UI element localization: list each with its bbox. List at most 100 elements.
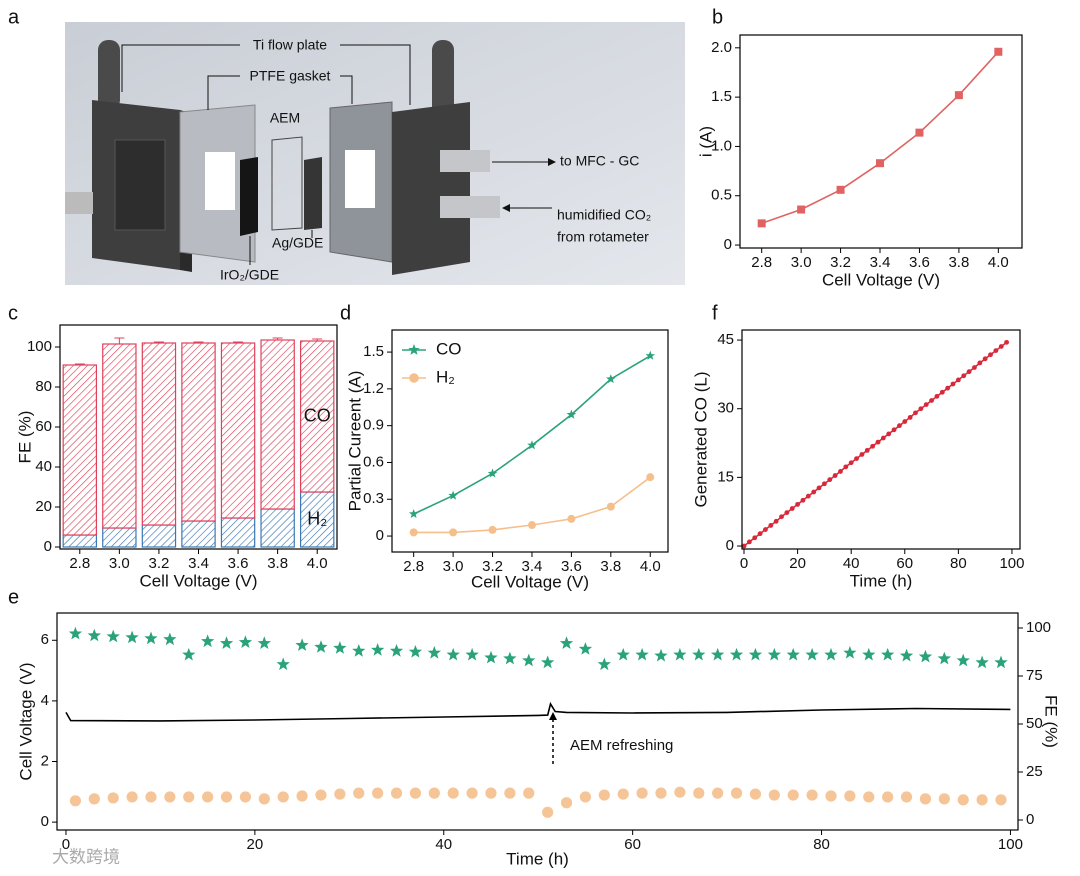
marker bbox=[606, 502, 615, 511]
bar-segment bbox=[299, 340, 335, 493]
x-tick-label: 40 bbox=[435, 836, 452, 853]
fitting bbox=[65, 192, 93, 214]
marker bbox=[972, 365, 977, 370]
y2-tick-label: 25 bbox=[1026, 763, 1043, 780]
x-tick-label: 3.8 bbox=[267, 555, 288, 572]
marker bbox=[827, 477, 833, 483]
marker bbox=[372, 787, 384, 799]
marker bbox=[87, 628, 101, 642]
marker bbox=[900, 791, 913, 803]
marker bbox=[773, 518, 779, 524]
y-tick-label: 0 bbox=[724, 236, 732, 253]
y-tick-label: 2 bbox=[41, 752, 49, 769]
panel-letter: a bbox=[8, 6, 20, 28]
marker bbox=[752, 535, 758, 541]
x-axis-label: Cell Voltage (V) bbox=[139, 571, 257, 590]
marker bbox=[126, 791, 138, 803]
x-tick-label: 4.0 bbox=[640, 558, 661, 575]
x-tick-label: 3.2 bbox=[148, 555, 169, 572]
x-tick-label: 80 bbox=[950, 555, 967, 572]
y-tick-label: 0.9 bbox=[363, 417, 384, 434]
annotation-arrowhead bbox=[549, 712, 557, 720]
marker bbox=[598, 789, 610, 801]
marker bbox=[938, 793, 950, 805]
marker bbox=[466, 787, 478, 799]
marker bbox=[390, 787, 403, 799]
bar-segment bbox=[220, 517, 256, 548]
marker bbox=[838, 469, 843, 474]
annotation: AEM refreshing bbox=[570, 737, 673, 754]
series-label: CO bbox=[304, 405, 331, 425]
diagram-label: Ti flow plate bbox=[253, 37, 327, 53]
y2-axis-label: FE (%) bbox=[1042, 695, 1061, 748]
marker bbox=[975, 655, 989, 669]
y-tick-label: 80 bbox=[35, 378, 52, 395]
leader bbox=[340, 44, 411, 105]
marker bbox=[315, 789, 327, 801]
inlet-fitting bbox=[440, 196, 500, 218]
marker bbox=[746, 539, 752, 545]
marker bbox=[897, 423, 902, 429]
marker bbox=[870, 443, 876, 449]
leader bbox=[340, 75, 353, 104]
y2-tick-label: 100 bbox=[1026, 619, 1051, 636]
marker bbox=[937, 651, 951, 665]
y-tick-label: 1.5 bbox=[711, 88, 732, 105]
marker bbox=[144, 631, 158, 645]
marker bbox=[164, 791, 176, 803]
marker bbox=[768, 789, 780, 801]
marker bbox=[654, 648, 668, 662]
marker bbox=[843, 645, 857, 659]
x-tick-label: 3.0 bbox=[443, 558, 464, 575]
plot-frame bbox=[59, 324, 338, 550]
marker bbox=[183, 791, 195, 803]
x-tick-label: 60 bbox=[896, 555, 913, 572]
marker bbox=[559, 636, 574, 649]
diagram-label: humidified CO₂ bbox=[557, 207, 651, 223]
marker bbox=[566, 409, 577, 419]
marker bbox=[352, 644, 366, 657]
y-tick-label: 0 bbox=[44, 538, 52, 555]
marker bbox=[918, 406, 924, 412]
marker bbox=[606, 374, 616, 384]
marker bbox=[821, 481, 827, 487]
marker bbox=[447, 787, 459, 799]
leader bbox=[121, 44, 240, 92]
y-tick-label: 6 bbox=[41, 631, 49, 648]
marker bbox=[749, 788, 762, 800]
marker bbox=[692, 647, 706, 661]
x-tick-label: 0 bbox=[740, 555, 748, 572]
marker bbox=[988, 352, 993, 358]
x-tick-label: 2.8 bbox=[403, 558, 424, 575]
data-line bbox=[761, 51, 999, 225]
plot-frame bbox=[56, 612, 1019, 831]
marker bbox=[977, 360, 983, 366]
diagram-label: PTFE gasket bbox=[250, 68, 331, 84]
leader bbox=[207, 75, 240, 110]
marker bbox=[882, 791, 894, 803]
x-tick-label: 4.0 bbox=[988, 254, 1009, 271]
marker bbox=[836, 185, 845, 194]
y-tick-label: 40 bbox=[35, 458, 52, 475]
panel-letter: b bbox=[712, 6, 723, 28]
marker bbox=[674, 786, 686, 798]
y-tick-label: 0 bbox=[376, 527, 384, 544]
marker bbox=[919, 793, 932, 805]
marker bbox=[956, 653, 970, 667]
flow-field bbox=[114, 139, 166, 231]
y-tick-label: 0.5 bbox=[711, 187, 732, 204]
marker bbox=[886, 431, 892, 437]
x-tick-label: 20 bbox=[247, 836, 264, 853]
marker bbox=[805, 647, 819, 661]
diagram-label: IrO₂/GDE bbox=[220, 267, 279, 283]
arrowhead bbox=[502, 204, 510, 212]
membrane bbox=[271, 136, 303, 231]
marker bbox=[504, 787, 516, 799]
bar-segment bbox=[62, 534, 98, 548]
marker bbox=[409, 528, 418, 537]
cathode-gde bbox=[304, 157, 322, 230]
marker bbox=[182, 647, 196, 661]
x-tick-label: 4.0 bbox=[307, 555, 328, 572]
x-tick-label: 3.8 bbox=[600, 558, 621, 575]
